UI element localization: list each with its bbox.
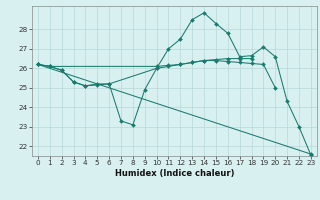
X-axis label: Humidex (Indice chaleur): Humidex (Indice chaleur) — [115, 169, 234, 178]
